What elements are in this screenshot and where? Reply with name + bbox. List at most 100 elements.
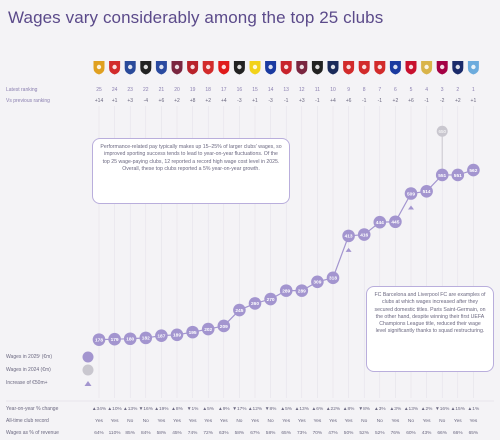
record-level-value: No xyxy=(236,418,242,424)
yoy-change-value: ▲2% xyxy=(421,406,433,412)
record-level-value: Yes xyxy=(111,418,119,424)
wages-2025-label: 289 xyxy=(298,288,306,294)
vs-previous-value: -1 xyxy=(424,98,429,104)
page-title: Wages vary considerably among the top 25… xyxy=(8,8,384,27)
latest-ranking-value: 6 xyxy=(394,87,397,93)
wages-pct-revenue-value: 52% xyxy=(375,430,385,436)
wages-2025-label: 444 xyxy=(376,220,384,226)
latest-ranking-value: 11 xyxy=(315,87,320,93)
wages-pct-revenue-label: Wages as % of revenue xyxy=(6,430,59,436)
yoy-change-value: ▲8% xyxy=(171,406,183,412)
record-level-value: Yes xyxy=(469,418,477,424)
yoy-change-value: ▲5% xyxy=(280,406,292,412)
wages-2025-label: 445 xyxy=(391,220,399,226)
vs-previous-value: +4 xyxy=(221,98,227,104)
wages-2025-point xyxy=(92,333,106,346)
wages-2025-label: 180 xyxy=(126,337,134,343)
yoy-change-value: ▲1% xyxy=(468,406,480,412)
yoy-change-value: ▲8% xyxy=(343,406,355,412)
vs-previous-value: -1 xyxy=(362,98,367,104)
record-level-value: No xyxy=(361,418,367,424)
vs-previous-value: -4 xyxy=(144,98,149,104)
latest-ranking-value: 19 xyxy=(190,87,196,93)
vs-previous-value: +3 xyxy=(127,98,133,104)
wages-pct-revenue-value: 72% xyxy=(203,430,213,436)
performance-pay-note: Performance-related pay typically makes … xyxy=(92,138,290,204)
wages-2025-point xyxy=(311,275,324,289)
forest-crest-icon xyxy=(202,61,214,75)
wages-2025-label: 178 xyxy=(95,337,103,343)
wages-2025-label: 289 xyxy=(282,288,290,294)
wages-pct-revenue-value: 58% xyxy=(235,430,245,436)
wages-pct-revenue-value: 60% xyxy=(406,430,416,436)
wages-2025-point xyxy=(186,325,199,339)
latest-ranking-value: 18 xyxy=(205,87,211,93)
latest-ranking-value: 10 xyxy=(330,87,336,93)
wages-2025-label: 182 xyxy=(142,336,150,342)
wages-2025-point xyxy=(248,297,262,310)
atletico-crest-icon xyxy=(280,61,292,75)
vs-previous-value: +6 xyxy=(346,98,352,104)
legend-wages-2025-swatch xyxy=(82,351,94,363)
wages-pct-revenue-value: 66% xyxy=(437,430,447,436)
wages-2025-label: 245 xyxy=(235,308,243,314)
vs-previous-value: +6 xyxy=(408,98,414,104)
vs-previous-value: -3 xyxy=(268,98,273,104)
record-level-value: Yes xyxy=(298,418,306,424)
latest-ranking-value: 8 xyxy=(363,87,366,93)
yoy-change-value: ▼8% xyxy=(265,406,277,412)
yoy-change-value: ▼8% xyxy=(358,406,370,412)
wages-2025-point xyxy=(233,303,246,317)
latest-ranking-value: 24 xyxy=(112,87,118,93)
vs-previous-value: -1 xyxy=(315,98,320,104)
leverkusen-crest-icon xyxy=(218,61,230,75)
wages-2024-label: 650 xyxy=(438,129,446,134)
record-level-value: Yes xyxy=(173,418,181,424)
yoy-change-value: ▲10% xyxy=(107,406,122,412)
wages-2025-point xyxy=(123,332,137,346)
wages-2025-point xyxy=(295,284,309,297)
increase-arrow-icon xyxy=(345,247,352,252)
legend-wages-2024: Wages in 2024 (€m) xyxy=(6,367,51,373)
wages-2025-point xyxy=(467,163,480,177)
vs-previous-value: +1 xyxy=(112,98,118,104)
vs-previous-value: +4 xyxy=(330,98,336,104)
record-level-value: No xyxy=(127,418,133,424)
wages-2025-label: 202 xyxy=(204,327,212,333)
record-level-value: Yes xyxy=(345,418,353,424)
dortmund-crest-icon xyxy=(249,61,261,75)
wages-pct-revenue-value: 45% xyxy=(172,430,182,436)
record-level-value: No xyxy=(377,418,383,424)
yoy-change-value: ▲6% xyxy=(312,406,324,412)
wages-2025-point xyxy=(435,168,449,182)
legend-increase-icon xyxy=(84,381,92,386)
wages-pct-revenue-value: 63% xyxy=(219,430,229,436)
westham-crest-icon xyxy=(171,61,183,75)
yoy-change-value: ▲13% xyxy=(404,406,419,412)
record-level-value: Yes xyxy=(391,418,399,424)
vs-previous-value: +2 xyxy=(455,98,461,104)
chelsea-crest-icon xyxy=(389,61,401,75)
record-level-value: Yes xyxy=(423,418,431,424)
latest-ranking-value: 20 xyxy=(174,87,180,93)
wages-2025-point xyxy=(326,271,340,285)
wages-2025-label: 551 xyxy=(438,173,446,179)
record-level-value: Yes xyxy=(189,418,197,424)
yoy-change-value: ▲3% xyxy=(374,406,386,412)
wages-2025-label: 514 xyxy=(423,189,431,195)
wages-2025-label: 562 xyxy=(469,168,477,174)
legend-increase: Increase of €50m+ xyxy=(6,380,48,386)
realmadrid-crest-icon xyxy=(421,61,433,75)
latest-ranking-value: 17 xyxy=(221,87,227,93)
wages-2025-point xyxy=(139,331,153,345)
wages-pct-revenue-value: 58% xyxy=(157,430,167,436)
wages-pct-revenue-value: 70% xyxy=(313,430,323,436)
yoy-change-value: ▲34% xyxy=(92,406,107,412)
latest-ranking-value: 23 xyxy=(127,87,133,93)
wages-2025-point xyxy=(108,332,121,346)
latest-ranking-value: 2 xyxy=(456,87,459,93)
wages-pct-revenue-value: 52% xyxy=(359,430,369,436)
wages-2025-point xyxy=(404,187,418,200)
juventus-crest-icon xyxy=(233,61,245,75)
